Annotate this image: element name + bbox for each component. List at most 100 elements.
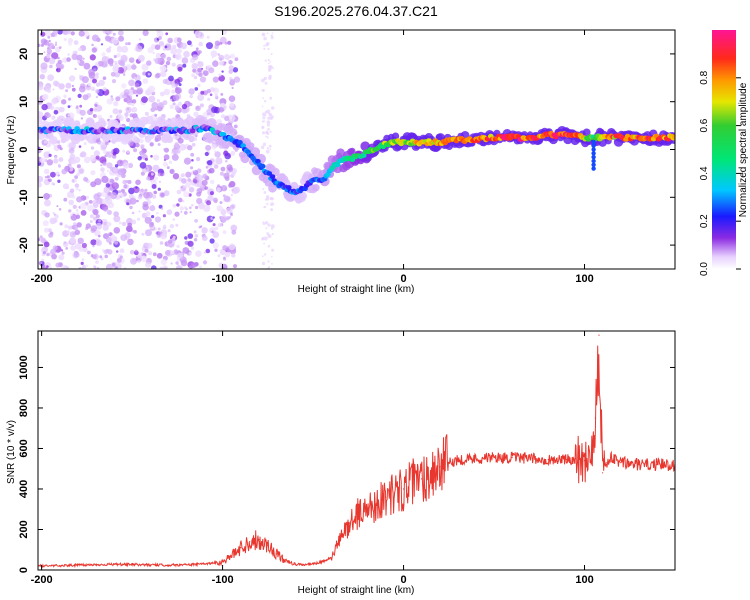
noise-speck — [43, 51, 46, 54]
noise-speck — [87, 204, 94, 212]
snr-y-tick-label: 200 — [18, 520, 30, 538]
noise-speck — [119, 193, 124, 198]
noise-speck — [91, 43, 94, 47]
noise-speck — [124, 116, 128, 120]
noise-speck — [83, 62, 91, 70]
noise-speck — [111, 262, 116, 267]
noise-speck — [158, 102, 164, 108]
noise-speck — [72, 232, 75, 236]
ridge-halo — [221, 141, 229, 149]
noise-speck — [190, 166, 194, 170]
noise-speck — [125, 96, 132, 104]
noise-speck — [63, 241, 67, 245]
noise-speck — [172, 44, 177, 49]
noise-speck — [75, 187, 79, 191]
noise-speck — [229, 78, 236, 85]
noise-speck — [227, 40, 232, 45]
noise-speck — [176, 244, 180, 248]
noise-speck — [128, 79, 135, 87]
noise-speck — [217, 184, 220, 188]
noise-speck — [94, 103, 98, 108]
noise-speck — [216, 187, 221, 192]
noise-speck — [271, 248, 275, 252]
snr-point — [565, 459, 568, 461]
noise-speck — [140, 255, 148, 263]
noise-speck — [114, 164, 119, 168]
noise-speck — [261, 120, 265, 123]
noise-speck — [99, 62, 103, 65]
noise-speck — [222, 245, 228, 251]
colorbar-tick-label: 0.2 — [699, 214, 710, 228]
noise-speck — [162, 79, 168, 84]
noise-speck — [92, 114, 97, 118]
ridge-halo — [70, 134, 81, 145]
noise-speck — [112, 32, 116, 36]
noise-speck — [205, 144, 212, 151]
snr-point — [312, 563, 314, 565]
noise-speck — [218, 262, 224, 268]
noise-speck — [104, 254, 108, 259]
noise-speck — [90, 225, 98, 232]
noise-speck — [113, 215, 121, 223]
noise-speck — [169, 169, 174, 174]
noise-speck — [127, 238, 134, 246]
snr-point — [602, 472, 604, 474]
ridge-cell — [334, 162, 341, 168]
noise-speck — [190, 152, 195, 157]
noise-speck — [112, 154, 117, 159]
noise-speck — [263, 206, 266, 209]
noise-speck — [163, 88, 171, 96]
noise-speck — [58, 46, 62, 49]
noise-speck — [265, 135, 267, 138]
noise-speck — [127, 108, 130, 111]
noise-speck — [187, 233, 194, 239]
snr-point — [493, 457, 495, 459]
snr-x-label: Height of straight line (km) — [298, 585, 415, 596]
noise-speck — [70, 104, 73, 107]
noise-speck — [154, 113, 158, 117]
noise-speck — [120, 234, 128, 242]
colorbar-ticks: 0.0 0.2 0.4 0.6 0.8 — [699, 70, 741, 276]
noise-speck — [127, 162, 134, 169]
noise-speck — [214, 40, 221, 46]
noise-speck — [229, 114, 236, 122]
noise-speck — [269, 130, 272, 133]
noise-speck — [68, 225, 73, 230]
snr-y-tick-label: 400 — [18, 480, 30, 498]
noise-speck — [44, 140, 48, 144]
noise-speck — [159, 266, 164, 269]
noise-speck — [92, 253, 99, 260]
noise-speck — [160, 53, 167, 59]
noise-speck — [109, 192, 118, 200]
colorbar: 0.0 0.2 0.4 0.6 0.8 Normalized spectral ampl… — [699, 30, 749, 276]
noise-speck — [58, 157, 64, 163]
noise-speck — [220, 93, 224, 96]
noise-speck — [131, 106, 138, 113]
noise-speck — [206, 88, 211, 94]
noise-speck — [92, 199, 99, 206]
noise-speck — [73, 156, 81, 164]
noise-speck — [119, 60, 125, 67]
noise-speck — [270, 36, 274, 40]
noise-speck — [111, 79, 117, 84]
noise-speck — [271, 106, 275, 110]
noise-speck — [137, 54, 145, 62]
noise-speck — [47, 35, 51, 39]
noise-speck — [141, 232, 145, 236]
noise-speck — [194, 32, 198, 35]
ridge-cell — [240, 143, 246, 149]
noise-speck — [219, 201, 223, 205]
noise-speck — [89, 154, 97, 162]
noise-speck — [102, 224, 109, 231]
noise-speck — [132, 186, 140, 194]
noise-speck — [71, 53, 78, 60]
noise-speck — [92, 209, 99, 216]
noise-speck — [58, 83, 65, 90]
noise-speck — [134, 249, 138, 253]
noise-speck — [85, 223, 92, 229]
noise-speck — [174, 142, 179, 146]
noise-speck — [175, 265, 183, 269]
noise-speck — [63, 38, 67, 41]
noise-speck — [262, 112, 266, 117]
noise-speck — [153, 190, 157, 195]
